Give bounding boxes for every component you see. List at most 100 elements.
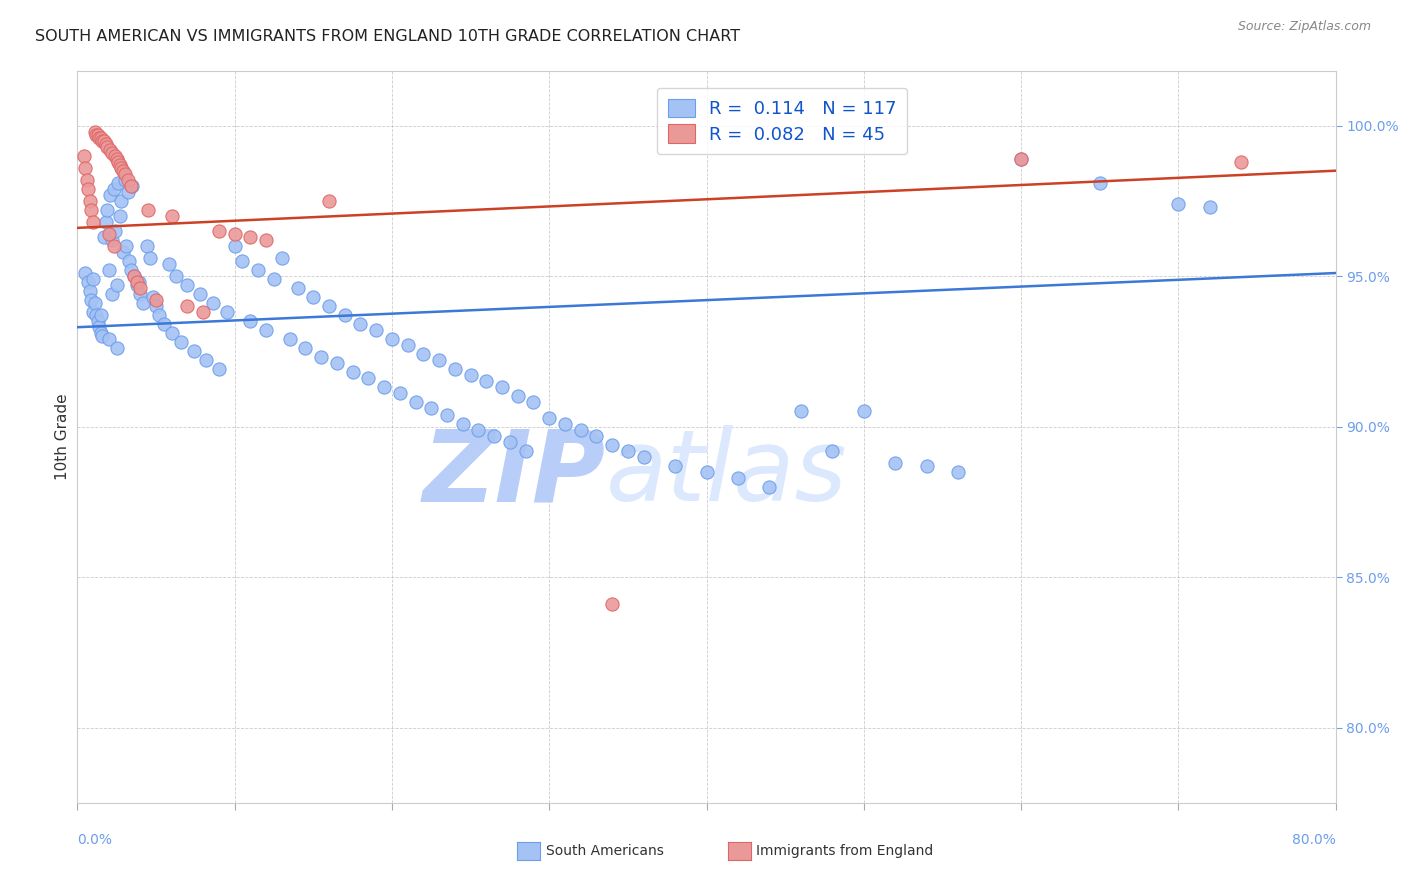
Point [127,275,149,289]
Point [75,266,97,280]
Point [87,128,110,142]
Point [107,154,129,169]
Point [96,202,118,217]
Point [183,344,205,359]
Point [451,417,474,431]
Point [118,254,141,268]
Point [482,428,505,442]
Point [121,178,143,193]
Point [287,281,309,295]
Point [758,480,780,494]
Point [522,395,544,409]
Point [188,287,211,301]
Point [120,263,142,277]
Point [120,178,142,193]
Point [254,323,277,337]
Point [884,456,907,470]
Point [333,308,356,322]
Point [111,244,134,259]
Point [176,299,198,313]
Point [91,134,114,148]
Point [136,202,159,217]
Point [475,375,498,389]
Point [84,308,107,322]
Point [1230,154,1253,169]
Point [93,134,115,148]
Point [111,163,134,178]
Point [117,172,139,186]
Point [93,230,115,244]
Point [145,299,167,313]
Point [105,341,128,355]
Point [79,284,101,298]
Point [108,158,131,172]
Point [122,268,145,283]
Point [600,437,623,451]
Point [94,136,117,151]
Point [77,182,100,196]
Point [326,356,349,370]
Point [948,465,970,479]
Point [1167,196,1189,211]
Text: SOUTH AMERICAN VS IMMIGRANTS FROM ENGLAND 10TH GRADE CORRELATION CHART: SOUTH AMERICAN VS IMMIGRANTS FROM ENGLAN… [35,29,741,44]
Text: 80.0%: 80.0% [1292,833,1336,847]
Point [915,458,938,473]
Point [110,194,132,208]
Point [98,187,121,202]
Point [80,202,103,217]
Point [388,386,411,401]
Point [117,185,139,199]
Point [405,395,427,409]
Point [664,458,686,473]
Point [94,215,117,229]
Point [153,317,176,331]
Point [101,233,124,247]
Text: ZIP: ZIP [423,425,606,522]
Point [215,305,238,319]
Point [318,194,340,208]
Point [104,148,127,162]
Point [127,278,149,293]
Point [460,368,482,383]
Point [396,338,419,352]
Point [75,161,97,175]
Point [427,353,450,368]
Point [97,332,120,346]
Point [132,296,155,310]
Point [357,371,380,385]
Point [82,215,104,229]
Point [97,263,120,277]
Text: South Americans: South Americans [546,844,664,858]
Point [444,362,467,376]
Point [80,293,103,307]
Point [506,389,529,403]
Point [104,224,127,238]
Point [103,239,125,253]
Point [107,176,129,190]
Point [491,380,513,394]
Text: Immigrants from England: Immigrants from England [756,844,934,858]
Point [224,227,246,241]
Point [515,443,537,458]
Point [278,332,301,346]
Point [263,272,285,286]
Point [87,314,110,328]
Point [77,275,100,289]
Text: 0.0%: 0.0% [77,833,112,847]
Point [83,124,105,138]
Point [821,443,844,458]
Point [191,305,215,319]
Point [247,263,270,277]
Point [381,332,404,346]
Point [138,251,160,265]
Point [89,320,111,334]
Point [115,239,138,253]
Point [499,434,522,449]
Point [82,272,104,286]
Point [366,323,388,337]
Point [1010,152,1032,166]
Point [617,443,640,458]
Point [90,130,112,145]
Point [122,268,145,283]
Point [110,161,132,175]
